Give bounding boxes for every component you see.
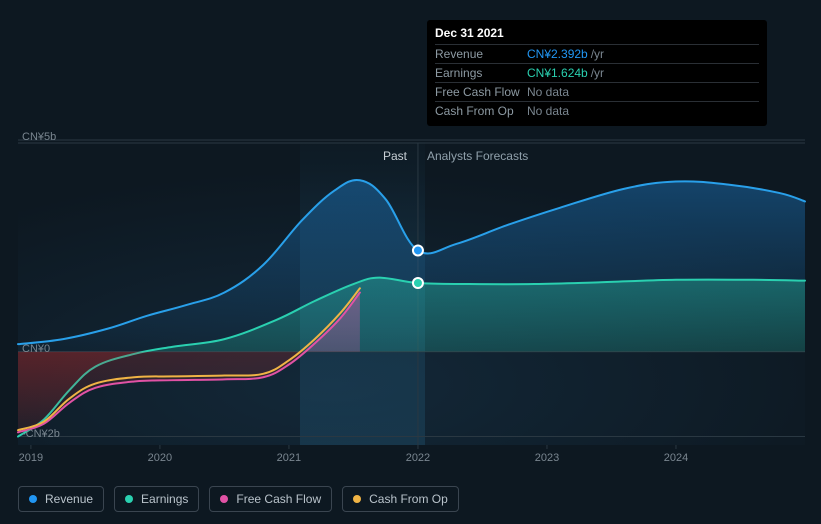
legend-label: Cash From Op xyxy=(369,492,448,506)
legend-item-earnings[interactable]: Earnings xyxy=(114,486,199,512)
legend-dot xyxy=(29,495,37,503)
legend-label: Free Cash Flow xyxy=(236,492,321,506)
tooltip-value: CN¥2.392b xyxy=(527,47,588,61)
tooltip-value: CN¥1.624b xyxy=(527,66,588,80)
legend-item-revenue[interactable]: Revenue xyxy=(18,486,104,512)
y-axis-label: CN¥5b xyxy=(22,131,56,143)
tooltip-key: Revenue xyxy=(435,47,527,61)
tooltip-key: Free Cash Flow xyxy=(435,85,527,99)
legend-item-fcf[interactable]: Free Cash Flow xyxy=(209,486,332,512)
tooltip-row: Free Cash FlowNo data xyxy=(435,82,759,101)
tooltip-suffix: /yr xyxy=(591,47,604,61)
legend: Revenue Earnings Free Cash Flow Cash From O… xyxy=(18,486,459,512)
section-label-forecast: Analysts Forecasts xyxy=(427,149,528,163)
legend-item-cfo[interactable]: Cash From Op xyxy=(342,486,459,512)
tooltip-value: No data xyxy=(527,104,569,118)
tooltip-date: Dec 31 2021 xyxy=(435,26,759,40)
section-label-past: Past xyxy=(383,149,407,163)
tooltip-key: Cash From Op xyxy=(435,104,527,118)
chart-root: Dec 31 2021 RevenueCN¥2.392b/yrEarningsC… xyxy=(0,0,821,524)
x-axis-label: 2019 xyxy=(19,452,43,464)
x-axis-label: 2020 xyxy=(148,452,172,464)
y-axis-label: CN¥0 xyxy=(22,343,50,355)
x-axis-label: 2021 xyxy=(277,452,301,464)
tooltip-value: No data xyxy=(527,85,569,99)
tooltip-key: Earnings xyxy=(435,66,527,80)
tooltip-row: RevenueCN¥2.392b/yr xyxy=(435,44,759,63)
x-axis-label: 2023 xyxy=(535,452,559,464)
legend-dot xyxy=(125,495,133,503)
tooltip-suffix: /yr xyxy=(591,66,604,80)
legend-label: Revenue xyxy=(45,492,93,506)
legend-label: Earnings xyxy=(141,492,188,506)
y-axis-label: -CN¥2b xyxy=(22,428,60,440)
tooltip-row: EarningsCN¥1.624b/yr xyxy=(435,63,759,82)
legend-dot xyxy=(220,495,228,503)
chart-tooltip: Dec 31 2021 RevenueCN¥2.392b/yrEarningsC… xyxy=(427,20,767,126)
legend-dot xyxy=(353,495,361,503)
x-axis-label: 2024 xyxy=(664,452,688,464)
x-axis-label: 2022 xyxy=(406,452,430,464)
tooltip-row: Cash From OpNo data xyxy=(435,101,759,120)
